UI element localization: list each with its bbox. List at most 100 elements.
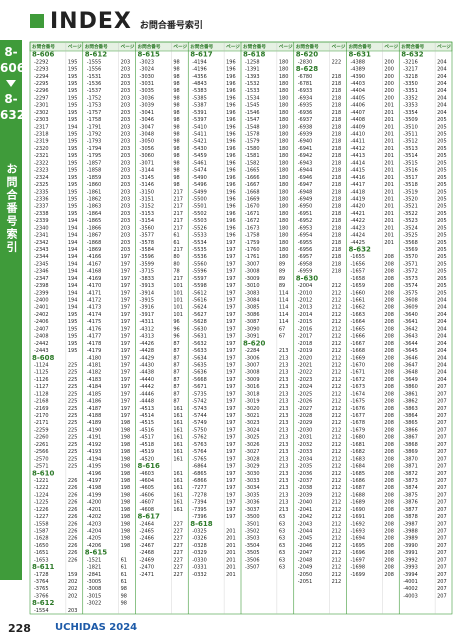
item-number: -5496 <box>192 182 207 188</box>
page-number-cell: 194 <box>68 298 78 304</box>
page-number-cell: 196 <box>226 204 236 210</box>
item-number: -3006 <box>245 355 260 361</box>
item-number: -2566 <box>34 449 49 455</box>
page-number-cell: 161 <box>173 442 183 448</box>
page-number-cell: 61 <box>121 579 127 585</box>
page-number-cell: 212 <box>332 406 342 412</box>
item-number: -4313 <box>140 334 155 340</box>
item-number: -3145 <box>140 175 155 181</box>
item-number: -2342 <box>34 240 49 246</box>
page-number-cell: 218 <box>332 88 342 94</box>
item-number: -3150 <box>140 189 155 195</box>
item-number: -3007 <box>245 362 260 368</box>
item-number: -5397 <box>192 117 207 123</box>
page-number-cell: 208 <box>384 521 394 527</box>
page-number-cell: 196 <box>226 88 236 94</box>
page-number-cell: 212 <box>332 456 342 462</box>
page-number-cell: 197 <box>121 406 131 412</box>
item-number: -2335 <box>34 189 49 195</box>
item-number: -2044 <box>298 528 313 534</box>
page-number-cell: 204 <box>437 110 447 116</box>
item-number: -3573 <box>403 276 418 282</box>
page-number-cell: 201 <box>384 139 394 145</box>
page-number-cell: 217 <box>173 211 183 217</box>
item-number: -0330 <box>192 557 207 563</box>
item-number: -3523 <box>403 218 418 224</box>
page-number-cell: 198 <box>121 427 131 433</box>
item-number: -4421 <box>351 211 366 217</box>
page-number-cell: 218 <box>332 146 342 152</box>
item-number: -5627 <box>192 312 207 318</box>
item-number: -5632 <box>192 341 207 347</box>
page-number-cell: 207 <box>437 406 447 412</box>
column-header: お問合番号 <box>296 43 319 50</box>
page-number-cell: 198 <box>121 507 131 513</box>
item-number: -1760 <box>245 247 260 253</box>
page-number-cell: 208 <box>384 565 394 571</box>
page-number-cell: 205 <box>437 160 447 166</box>
page-number-cell: 195 <box>68 175 78 181</box>
page-number-cell: 198 <box>121 543 131 549</box>
sidebar-arrow <box>6 80 16 87</box>
page-number-cell: 201 <box>384 168 394 174</box>
group-label: 8-618 <box>190 520 213 528</box>
item-number: -2347 <box>34 276 49 282</box>
page-number-cell: 194 <box>68 261 78 267</box>
page-number-cell: 196 <box>226 175 236 181</box>
item-number: -4189 <box>87 420 102 426</box>
group-label: 8-617 <box>138 513 161 521</box>
page-number-cell: 208 <box>384 514 394 520</box>
item-number: -3084 <box>245 298 260 304</box>
page-number-cell: 194 <box>68 290 78 296</box>
page-number-cell: 207 <box>437 514 447 520</box>
page-number-cell: 61 <box>173 233 179 239</box>
page-number-cell: 201 <box>384 240 394 246</box>
item-number: -6934 <box>298 95 313 101</box>
page-number-cell: 180 <box>279 88 289 94</box>
item-number: -6952 <box>298 218 313 224</box>
item-number: -1224 <box>34 492 49 498</box>
page-number-cell: 161 <box>173 427 183 433</box>
page-number-cell: 195 <box>68 204 78 210</box>
page-number-cell: 218 <box>332 74 342 80</box>
page-number-cell: 208 <box>384 449 394 455</box>
item-number: -2319 <box>34 139 49 145</box>
item-number: -2407 <box>34 326 49 332</box>
page-number-cell: 201 <box>226 572 236 578</box>
item-number: -3510 <box>403 124 418 130</box>
item-number: -1863 <box>87 204 102 210</box>
item-number: -5763 <box>192 442 207 448</box>
page-number-cell: 196 <box>226 59 236 65</box>
item-number: -2346 <box>34 269 49 275</box>
item-number: -4410 <box>351 132 366 138</box>
item-number: -3648 <box>403 370 418 376</box>
page-number-cell: 218 <box>332 103 342 109</box>
page-number-cell: 180 <box>279 233 289 239</box>
sidebar-label: お問合番号索引 <box>5 163 18 254</box>
page-number-cell: 225 <box>68 420 78 426</box>
page-number-cell: 225 <box>68 449 78 455</box>
item-number: -5671 <box>192 384 207 390</box>
item-number: -2341 <box>34 233 49 239</box>
page-number-cell: 89 <box>279 283 285 289</box>
page-number-cell: 197 <box>226 420 236 426</box>
item-number: -4513 <box>140 406 155 412</box>
page-number-cell: 196 <box>226 196 236 202</box>
page-number-cell: 212 <box>332 298 342 304</box>
page-number-cell: 208 <box>384 406 394 412</box>
page-number-cell: 197 <box>226 492 236 498</box>
page-number-cell: 208 <box>384 377 394 383</box>
page-number-cell: 208 <box>384 290 394 296</box>
item-number: -3917 <box>140 312 155 318</box>
page-number-cell: 63 <box>279 536 285 542</box>
item-number: -4518 <box>140 442 155 448</box>
item-number: -1684 <box>351 464 366 470</box>
page-number-cell: 208 <box>384 319 394 325</box>
page-number-cell: 98 <box>173 88 179 94</box>
page-number-cell: 201 <box>384 110 394 116</box>
page-number-cell: 205 <box>437 254 447 260</box>
page-number-cell: 203 <box>121 95 131 101</box>
item-number: -3153 <box>140 211 155 217</box>
item-number: -4003 <box>403 593 418 599</box>
item-number: -4193 <box>87 449 102 455</box>
